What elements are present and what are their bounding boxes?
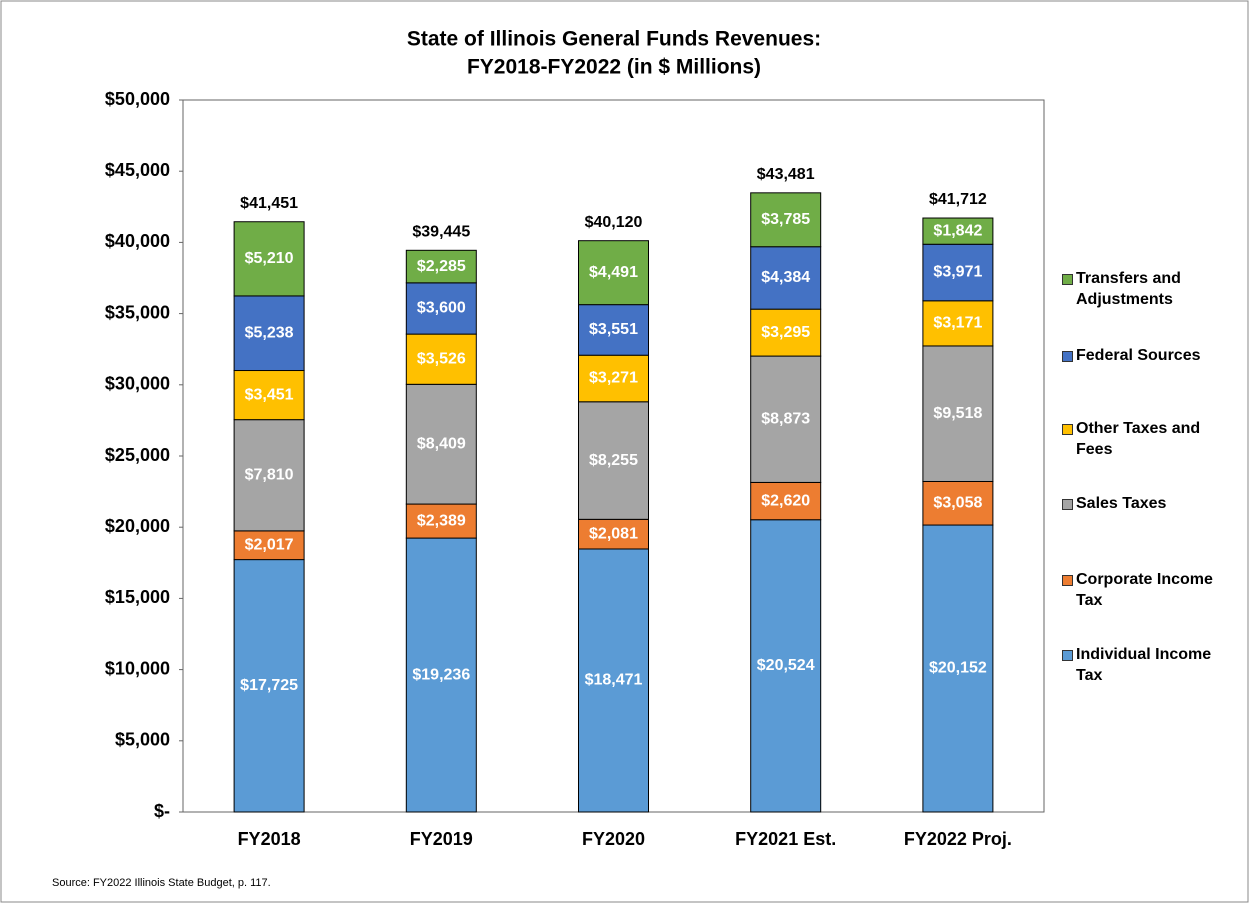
legend-label: Corporate Income Tax: [1076, 571, 1213, 609]
y-tick-label: $40,000: [105, 231, 170, 251]
value-label: $8,255: [589, 452, 638, 469]
value-label: $2,081: [589, 525, 638, 542]
legend-swatch: [1062, 424, 1073, 435]
value-label: $8,873: [761, 410, 810, 427]
bar-segment: [750, 308, 822, 357]
total-label: $43,481: [757, 166, 815, 183]
y-tick-label: $35,000: [105, 302, 170, 322]
value-label: $3,600: [417, 300, 466, 317]
value-label: $3,271: [589, 370, 638, 387]
bar-segment: [922, 300, 994, 347]
bar-segment: [405, 249, 477, 284]
bar-segment: [750, 192, 822, 248]
value-label: $19,236: [412, 666, 470, 683]
bar-segment: [578, 401, 649, 520]
bar-segment: [233, 221, 305, 297]
legend-swatch: [1062, 575, 1073, 586]
legend-swatch: [1062, 351, 1073, 362]
value-label: $5,238: [245, 324, 294, 341]
y-tick-label: $20,000: [105, 516, 170, 536]
value-label: $9,518: [933, 405, 982, 422]
value-label: $2,620: [761, 492, 810, 509]
y-tick-label: $10,000: [105, 658, 170, 678]
x-tick-label: FY2021 Est.: [735, 829, 836, 849]
value-label: $4,384: [761, 269, 810, 286]
bar-segment: [578, 548, 649, 813]
value-label: $7,810: [245, 466, 294, 483]
bar-segment: [922, 217, 994, 245]
value-label: $3,171: [933, 315, 982, 332]
bar-segment: [233, 295, 305, 372]
value-label: $18,471: [585, 672, 643, 689]
legend-label: Other Taxes and Fees: [1076, 420, 1201, 458]
value-label: $2,017: [245, 536, 294, 553]
legend-item: Other Taxes and Fees: [1062, 418, 1237, 460]
x-tick-label: FY2019: [410, 829, 473, 849]
value-label: $20,524: [757, 657, 815, 674]
bar-segment: [233, 419, 305, 532]
x-tick-label: FY2022 Proj.: [904, 829, 1012, 849]
total-label: $39,445: [412, 224, 470, 241]
legend-item: Transfers and Adjustments: [1062, 268, 1237, 310]
legend-item: Individual Income Tax: [1062, 644, 1237, 686]
bar-segment: [405, 537, 477, 813]
x-tick-label: FY2018: [238, 829, 301, 849]
y-tick-label: $15,000: [105, 587, 170, 607]
y-tick-label: $-: [154, 801, 170, 821]
total-label: $41,451: [240, 195, 298, 212]
value-label: $5,210: [245, 250, 294, 267]
bar-segment: [578, 240, 649, 306]
value-label: $1,842: [933, 222, 982, 239]
bar-segment: [922, 243, 994, 302]
legend-swatch: [1062, 650, 1073, 661]
legend-label: Sales Taxes: [1076, 495, 1167, 512]
bar-segment: [405, 503, 477, 539]
value-label: $3,451: [245, 386, 294, 403]
legend-item: Sales Taxes: [1062, 493, 1237, 514]
bar-segment: [578, 304, 649, 356]
total-label: $40,120: [585, 214, 643, 231]
bar-segment: [750, 519, 822, 813]
value-label: $3,971: [933, 264, 982, 281]
bar-segment: [405, 383, 477, 505]
y-tick-label: $45,000: [105, 160, 170, 180]
bar-segment: [750, 481, 822, 521]
y-tick-label: $25,000: [105, 445, 170, 465]
value-label: $2,285: [417, 258, 466, 275]
chart-title: State of Illinois General Funds Revenues…: [407, 28, 821, 51]
bar-segment: [233, 559, 305, 813]
bar-segment: [922, 524, 994, 813]
bar-segment: [578, 518, 649, 550]
y-tick-label: $50,000: [105, 89, 170, 109]
legend-swatch: [1062, 499, 1073, 510]
value-label: $3,058: [933, 494, 982, 511]
legend-label: Federal Sources: [1076, 347, 1201, 364]
value-label: $20,152: [929, 660, 987, 677]
y-tick-label: $5,000: [115, 730, 170, 750]
legend-label: Transfers and Adjustments: [1076, 270, 1181, 308]
total-label: $41,712: [929, 191, 987, 208]
legend-item: Federal Sources: [1062, 345, 1237, 366]
legend-swatch: [1062, 274, 1073, 285]
value-label: $3,785: [761, 211, 810, 228]
value-label: $17,725: [240, 677, 298, 694]
source: Source: FY2022 Illinois State Budget, p.…: [52, 877, 271, 889]
value-label: $3,551: [589, 321, 638, 338]
value-label: $3,295: [761, 324, 810, 341]
value-label: $8,409: [417, 435, 466, 452]
bar-segment: [922, 480, 994, 526]
chart-title: FY2018-FY2022 (in $ Millions): [467, 56, 761, 79]
legend-label: Individual Income Tax: [1076, 646, 1212, 684]
bar-segment: [233, 530, 305, 561]
value-label: $4,491: [589, 264, 638, 281]
bar-segment: [233, 370, 305, 421]
y-tick-label: $30,000: [105, 374, 170, 394]
legend-item: Corporate Income Tax: [1062, 569, 1237, 611]
x-tick-label: FY2020: [582, 829, 645, 849]
value-label: $2,389: [417, 512, 466, 529]
value-label: $3,526: [417, 350, 466, 367]
